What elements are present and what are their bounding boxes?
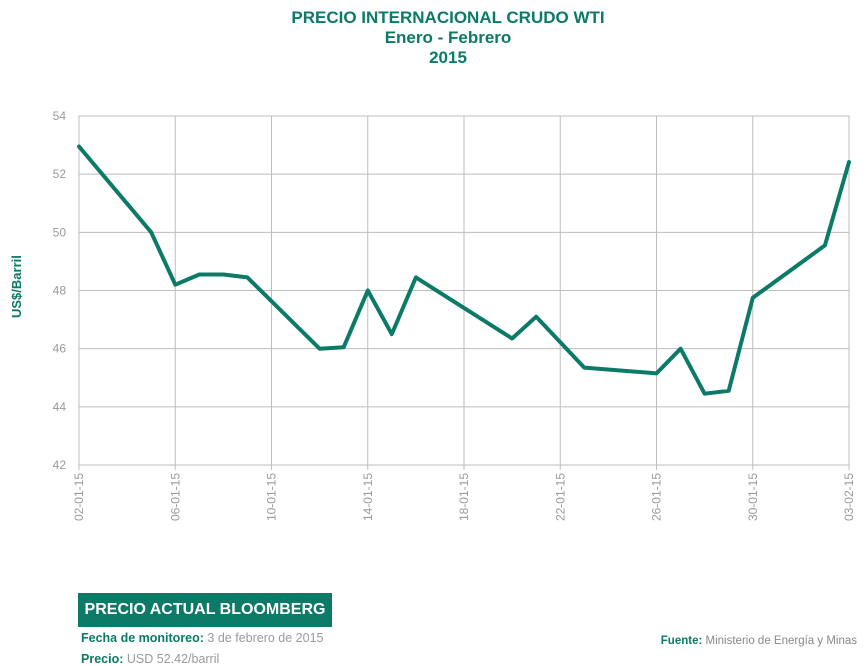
- series-line: [77, 144, 851, 396]
- y-tick-label: 44: [53, 400, 67, 414]
- y-tick-label: 52: [53, 167, 67, 181]
- chart-subtitle: Enero - Febrero: [384, 28, 512, 47]
- x-tick-label: 02-01-15: [72, 473, 86, 521]
- source-note: Fuente: Ministerio de Energía y Minas: [661, 635, 857, 647]
- x-tick-label: 22-01-15: [553, 473, 567, 521]
- monitoring-date-row: Fecha de monitoreo: 3 de febrero de 2015: [81, 631, 324, 645]
- x-tick-label: 06-01-15: [168, 473, 182, 521]
- chart-title: PRECIO INTERNACIONAL CRUDO WTI: [291, 8, 605, 27]
- x-tick-label: 30-01-15: [746, 473, 760, 521]
- price-value: USD 52.42/barril: [126, 652, 220, 666]
- y-tick-label: 54: [53, 109, 67, 123]
- y-tick-label: 42: [53, 458, 67, 472]
- source-label: Fuente:: [660, 635, 703, 647]
- x-tick-label: 10-01-15: [265, 473, 279, 521]
- source-value: Ministerio de Energía y Minas: [705, 635, 857, 647]
- price-row: Precio: USD 52.42/barril: [81, 652, 219, 666]
- y-tick-label: 50: [53, 225, 67, 239]
- monitoring-date-label: Fecha de monitoreo:: [81, 631, 204, 645]
- chart-title-block: PRECIO INTERNACIONAL CRUDO WTI Enero - F…: [0, 8, 867, 68]
- x-tick-label: 14-01-15: [361, 473, 375, 521]
- x-tick-label: 18-01-15: [457, 473, 471, 521]
- y-tick-label: 46: [53, 342, 67, 356]
- x-tick-label: 26-01-15: [650, 473, 664, 521]
- price-label: Precio:: [81, 652, 124, 666]
- y-tick-label: 48: [53, 284, 67, 298]
- y-axis-label: US$/Barril: [9, 255, 24, 318]
- monitoring-date-value: 3 de febrero de 2015: [207, 631, 324, 645]
- bloomberg-heading: PRECIO ACTUAL BLOOMBERG: [78, 593, 332, 627]
- x-tick-label: 03-02-15: [842, 473, 856, 521]
- chart-year: 2015: [429, 48, 467, 67]
